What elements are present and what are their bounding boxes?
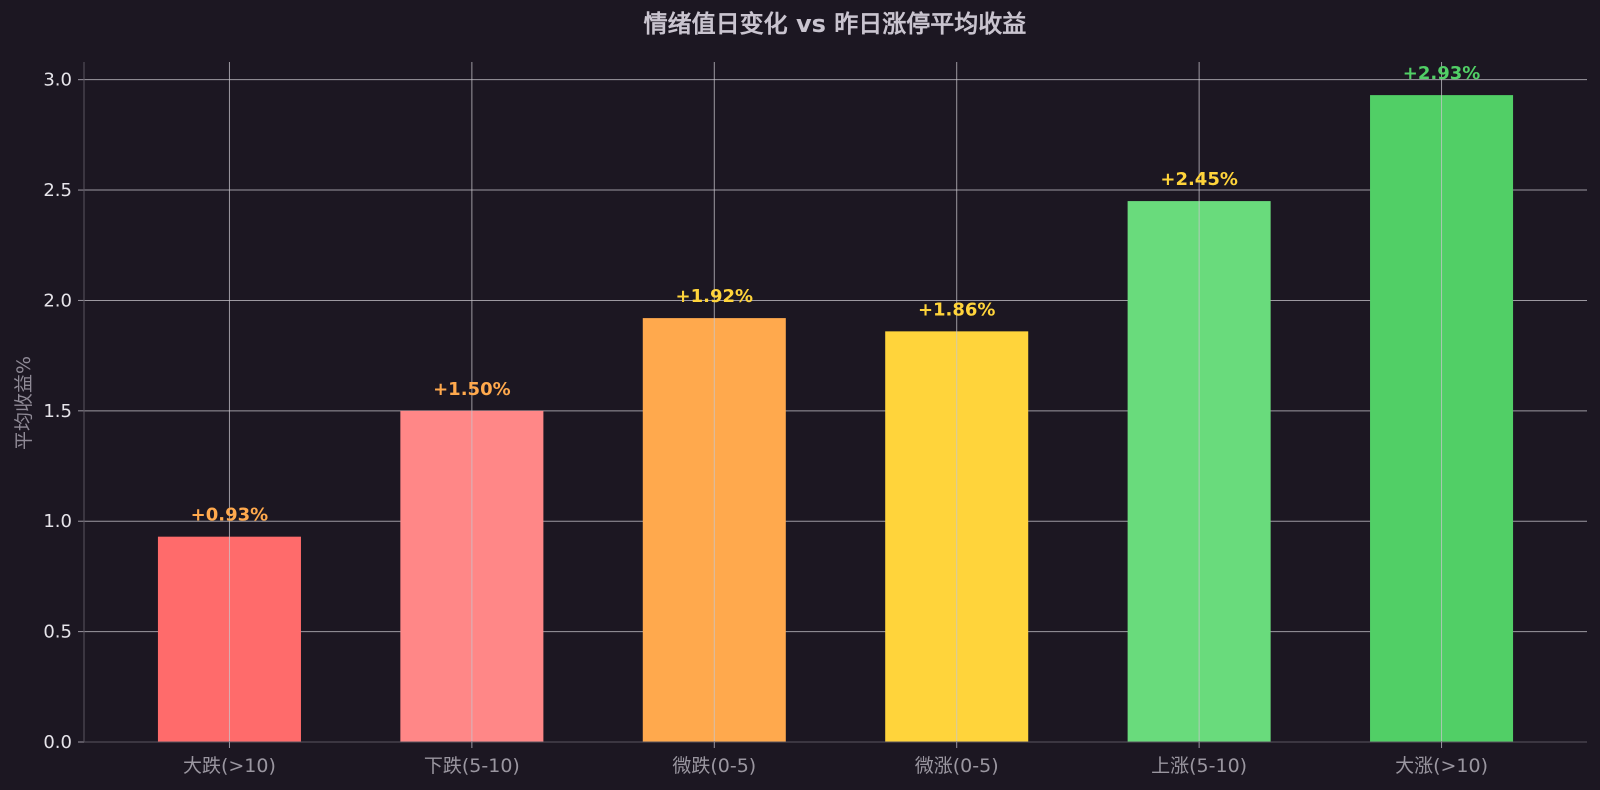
y-tick-label: 0.0: [43, 732, 72, 753]
data-label: +0.93%: [191, 505, 269, 526]
x-tick-label: 大涨(>10): [1395, 755, 1488, 777]
data-label: +1.86%: [918, 299, 996, 320]
data-labels: +0.93% +1.50% +1.92% +1.86% +2.45% +2.93%: [191, 63, 1481, 526]
x-tick-label: 下跌(5-10): [424, 755, 520, 777]
y-tick-label: 3.0: [43, 70, 72, 91]
x-tick-label: 微跌(0-5): [672, 755, 756, 777]
data-label: +1.50%: [433, 379, 511, 400]
data-label: +2.45%: [1160, 169, 1238, 190]
gridlines: [84, 79, 1587, 743]
vertical-gridlines: [228, 62, 1443, 742]
y-tick-label: 2.0: [43, 290, 72, 311]
bars: [157, 95, 1514, 742]
x-tick-label: 上涨(5-10): [1151, 755, 1247, 777]
y-tick-label: 1.0: [43, 511, 72, 532]
chart-title: 情绪值日变化 vs 昨日涨停平均收益: [644, 10, 1027, 38]
data-label: +1.92%: [676, 286, 754, 307]
data-label: +2.93%: [1403, 63, 1481, 84]
x-tick-label: 大跌(>10): [183, 755, 276, 777]
axes: 0.0 0.5 1.0 1.5 2.0 2.5 3.0 大跌(>10) 下跌(5-10) 微跌(0…: [43, 62, 1587, 777]
y-tick-label: 1.5: [43, 401, 72, 422]
y-tick-label: 0.5: [43, 622, 72, 643]
x-tick-label: 微涨(0-5): [915, 755, 999, 777]
y-axis-label: 平均收益%: [13, 356, 35, 450]
y-tick-label: 2.5: [43, 180, 72, 201]
